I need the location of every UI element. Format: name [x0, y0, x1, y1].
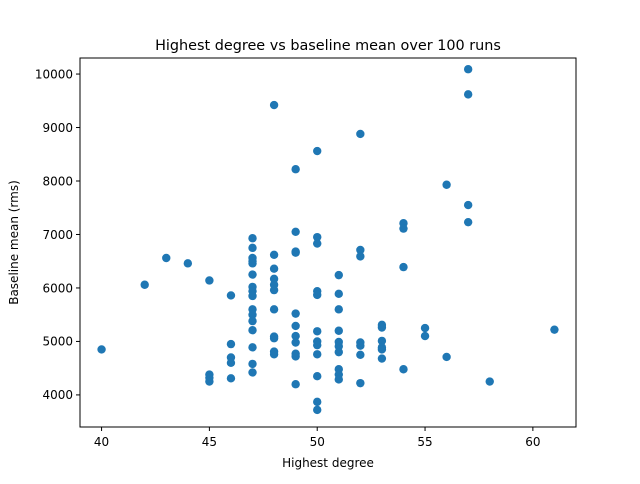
data-point: [269, 285, 279, 295]
data-point: [97, 345, 106, 354]
data-point: [334, 326, 343, 335]
data-point: [334, 347, 343, 357]
data-point: [248, 326, 257, 335]
y-tick-label: 10000: [35, 67, 73, 81]
data-point: [313, 340, 322, 350]
data-point: [334, 342, 343, 351]
data-point: [442, 180, 451, 189]
data-point: [205, 377, 214, 386]
data-point: [356, 341, 365, 350]
data-point: [248, 259, 257, 268]
data-point: [442, 352, 451, 362]
data-point: [226, 374, 236, 383]
data-point: [356, 252, 365, 261]
data-point: [399, 365, 408, 374]
data-point: [313, 290, 322, 300]
data-point: [313, 327, 322, 336]
data-point: [248, 234, 257, 243]
data-point: [334, 289, 343, 299]
data-point: [291, 165, 300, 174]
data-point: [269, 350, 279, 359]
data-point: [377, 354, 387, 363]
data-point: [377, 323, 387, 332]
data-point: [463, 90, 473, 99]
data-point: [399, 224, 408, 233]
x-tick-label: 60: [525, 435, 540, 449]
data-point: [463, 217, 473, 227]
data-point: [269, 264, 279, 273]
data-point: [291, 321, 300, 331]
data-point: [420, 331, 430, 341]
data-point: [377, 345, 387, 354]
data-point: [313, 372, 322, 381]
data-point: [291, 380, 300, 389]
y-tick-label: 6000: [42, 281, 73, 295]
plot-frame: [79, 57, 577, 428]
data-point: [313, 146, 322, 156]
data-point: [313, 239, 322, 248]
data-point: [291, 227, 300, 236]
data-point: [550, 325, 559, 334]
data-point: [269, 305, 279, 314]
data-point: [420, 323, 430, 333]
data-point: [313, 350, 322, 359]
x-tick-label: 45: [202, 435, 217, 449]
data-point: [269, 250, 279, 259]
data-point: [269, 274, 279, 284]
data-point: [485, 377, 494, 386]
data-point: [162, 253, 171, 263]
data-point: [205, 276, 214, 285]
data-point: [463, 200, 473, 210]
data-point: [269, 334, 279, 343]
data-point: [248, 291, 257, 301]
data-point: [291, 248, 300, 257]
x-tick-label: 40: [94, 435, 109, 449]
data-point: [248, 343, 257, 352]
data-point: [291, 338, 300, 347]
x-tick-label: 55: [417, 435, 432, 449]
data-point: [248, 270, 257, 279]
y-axis-label: Baseline mean (rms): [7, 180, 21, 305]
data-point: [248, 359, 257, 369]
data-point: [313, 397, 322, 407]
data-point: [183, 259, 193, 268]
y-tick-label: 7000: [42, 228, 73, 242]
data-point: [356, 245, 365, 255]
data-point: [248, 243, 257, 253]
y-axis-ticks: 4000 5000 6000 7000 8000 9000 10000: [35, 67, 80, 402]
x-axis-ticks: 40 45 50 55 60: [94, 427, 541, 449]
points-layer: [97, 65, 559, 415]
data-point: [356, 350, 365, 359]
data-point: [226, 291, 236, 300]
data-point: [269, 100, 279, 110]
chart-title: Highest degree vs baseline mean over 100…: [155, 38, 501, 54]
data-point: [356, 129, 365, 139]
y-tick-label: 4000: [42, 388, 73, 402]
x-axis-label: Highest degree: [282, 456, 374, 470]
data-point: [291, 331, 300, 341]
y-tick-label: 5000: [42, 335, 73, 349]
data-point: [334, 305, 343, 314]
data-point: [226, 339, 236, 349]
data-point: [334, 270, 343, 280]
data-point: [399, 262, 408, 272]
y-tick-label: 9000: [42, 121, 73, 135]
data-point: [313, 232, 322, 242]
x-tick-label: 50: [310, 435, 325, 449]
data-point: [334, 375, 343, 384]
data-point: [377, 336, 387, 346]
data-point: [248, 316, 257, 326]
data-point: [291, 309, 300, 318]
data-point: [226, 358, 236, 368]
data-point: [140, 280, 149, 289]
data-point: [313, 405, 322, 415]
data-point: [248, 368, 257, 377]
data-point: [291, 352, 300, 361]
data-point: [463, 65, 473, 74]
y-tick-label: 8000: [42, 174, 73, 188]
data-point: [356, 378, 365, 388]
data-point: [248, 310, 257, 319]
